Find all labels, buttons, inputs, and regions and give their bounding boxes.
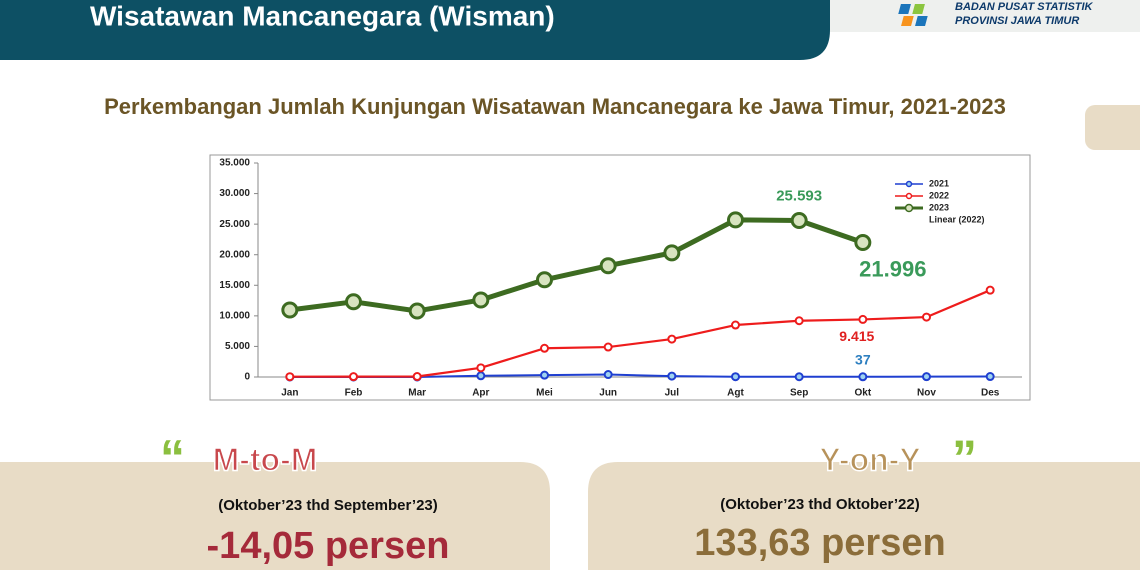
point	[727, 211, 744, 229]
y-tick-label: 0	[244, 372, 250, 383]
legend-marker	[905, 180, 913, 188]
point	[285, 372, 295, 382]
data-label: 25.593	[776, 187, 822, 204]
point	[794, 372, 804, 382]
point	[731, 320, 740, 330]
point	[281, 301, 299, 319]
point	[790, 212, 808, 230]
mtom-label: M-to-M	[213, 441, 318, 477]
y-tick-label: 15.000	[219, 280, 250, 291]
chart-frame	[209, 154, 1031, 401]
point	[540, 343, 549, 353]
chart-title: Perkembangan Jumlah Kunjungan Wisatawan …	[104, 94, 1006, 119]
x-tick-label: Mei	[536, 388, 553, 399]
x-tick-label: Des	[981, 388, 1000, 399]
yoy-label: Y-on-Y	[819, 441, 920, 477]
point	[731, 372, 740, 382]
data-label: 21.996	[859, 256, 926, 281]
point	[858, 372, 868, 382]
point	[985, 372, 995, 382]
x-tick-label: Agt	[727, 388, 744, 399]
org-name: BADAN PUSAT STATISTIK	[955, 1, 1094, 13]
x-tick-label: Jul	[665, 388, 680, 399]
point	[858, 314, 868, 324]
point	[408, 302, 426, 320]
y-tick-label: 35.000	[219, 158, 250, 169]
x-tick-label: Okt	[854, 388, 871, 399]
point	[854, 234, 872, 252]
point	[472, 291, 490, 309]
plot: 0 5.000 10.000 15.000 20.000 25.000 30.000 35.0…	[219, 158, 1022, 399]
legend-marker	[904, 203, 914, 213]
mtom-box	[0, 462, 550, 570]
point	[922, 312, 931, 322]
point	[476, 371, 486, 381]
open-quote: “	[160, 430, 185, 486]
legend-label: Linear (2022)	[929, 214, 985, 224]
x-tick-label: Sep	[790, 388, 808, 399]
point	[412, 372, 422, 382]
y-tick-label: 10.000	[219, 310, 250, 321]
point	[540, 370, 549, 380]
legend-label: 2022	[929, 190, 949, 200]
legend-label: 2021	[929, 178, 949, 188]
yoy-result: 133,63 persen	[694, 522, 945, 564]
x-tick-label: Jun	[599, 388, 617, 399]
series-line	[289, 217, 864, 314]
point	[922, 372, 931, 382]
header-title: Wisatawan Mancanegara (Wisman)	[90, 0, 555, 31]
yoy-period: (Oktober’23 thd Oktober’22)	[720, 496, 919, 513]
close-quote: ”	[952, 430, 977, 486]
y-tick-label: 20.000	[219, 249, 250, 260]
point	[603, 342, 613, 352]
y-tick-label: 25.000	[219, 219, 250, 230]
series-line	[289, 289, 991, 378]
x-tick-label: Jan	[281, 388, 298, 399]
point	[985, 285, 995, 295]
x-tick-label: Apr	[472, 388, 489, 399]
mtom-period: (Oktober’23 thd September’23)	[218, 497, 438, 514]
header-band	[0, 0, 830, 60]
point	[794, 316, 804, 326]
data-label: 37	[855, 351, 871, 367]
point	[536, 271, 553, 289]
data-label: 9.415	[839, 328, 874, 344]
point	[476, 363, 486, 373]
point	[667, 334, 677, 344]
x-tick-label: Nov	[917, 388, 936, 399]
x-tick-label: Feb	[345, 388, 363, 399]
point	[663, 244, 681, 262]
legend-label: 2023	[929, 202, 949, 212]
point	[345, 293, 362, 311]
point	[603, 370, 613, 380]
x-tick-label: Mar	[408, 388, 426, 399]
yoy-box	[588, 462, 1140, 570]
point	[667, 371, 677, 381]
point	[349, 372, 358, 382]
y-tick-label: 30.000	[219, 188, 250, 199]
org-region: PROVINSI JAWA TIMUR	[955, 15, 1079, 27]
mtom-result: -14,05 persen	[207, 525, 450, 567]
logo	[898, 4, 928, 26]
legend-marker	[905, 192, 913, 200]
y-tick-label: 5.000	[225, 341, 250, 352]
side-tab	[1085, 105, 1140, 150]
point	[599, 257, 617, 275]
